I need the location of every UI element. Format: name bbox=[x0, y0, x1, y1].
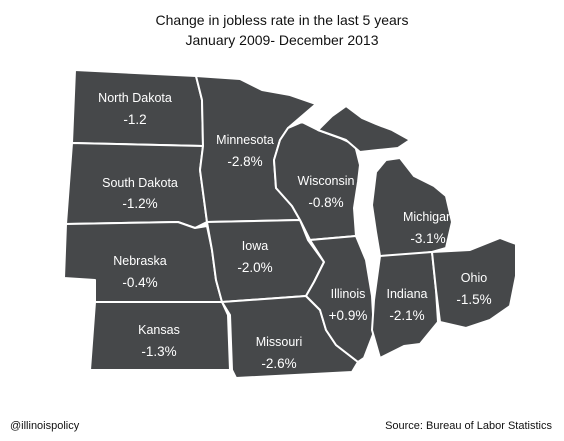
footer-source: Source: Bureau of Labor Statistics bbox=[385, 420, 552, 432]
label-indiana: Indiana bbox=[386, 287, 427, 301]
value-michigan: -3.1% bbox=[410, 231, 445, 246]
state-ohio bbox=[431, 237, 517, 329]
value-nebraska: -0.4% bbox=[122, 275, 157, 290]
value-wisconsin: -0.8% bbox=[308, 195, 343, 210]
label-nebraska: Nebraska bbox=[113, 254, 167, 268]
value-south-dakota: -1.2% bbox=[122, 196, 157, 211]
value-ohio: -1.5% bbox=[456, 292, 491, 307]
label-ohio: Ohio bbox=[461, 271, 487, 285]
value-iowa: -2.0% bbox=[237, 260, 272, 275]
label-south-dakota: South Dakota bbox=[102, 176, 178, 190]
value-kansas: -1.3% bbox=[141, 344, 176, 359]
state-illinois bbox=[305, 235, 375, 363]
map-subtitle: January 2009- December 2013 bbox=[185, 32, 379, 48]
label-iowa: Iowa bbox=[242, 239, 268, 253]
label-minnesota: Minnesota bbox=[216, 133, 274, 147]
footer-handle: @illinoispolicy bbox=[10, 420, 80, 432]
label-missouri: Missouri bbox=[256, 335, 303, 349]
value-north-dakota: -1.2 bbox=[123, 112, 146, 127]
map-title: Change in jobless rate in the last 5 yea… bbox=[155, 12, 409, 28]
value-illinois: +0.9% bbox=[329, 308, 368, 323]
value-minnesota: -2.8% bbox=[227, 154, 262, 169]
state-michigan bbox=[371, 157, 453, 257]
value-indiana: -2.1% bbox=[389, 308, 424, 323]
label-wisconsin: Wisconsin bbox=[298, 174, 355, 188]
state-north-dakota bbox=[71, 69, 204, 147]
label-north-dakota: North Dakota bbox=[98, 91, 172, 105]
label-kansas: Kansas bbox=[138, 323, 180, 337]
value-missouri: -2.6% bbox=[261, 356, 296, 371]
state-indiana bbox=[371, 251, 439, 359]
label-illinois: Illinois bbox=[331, 287, 366, 301]
label-michigan: Michigan bbox=[403, 210, 453, 224]
state-michigan-upper bbox=[317, 105, 411, 153]
state-kansas bbox=[89, 301, 231, 371]
